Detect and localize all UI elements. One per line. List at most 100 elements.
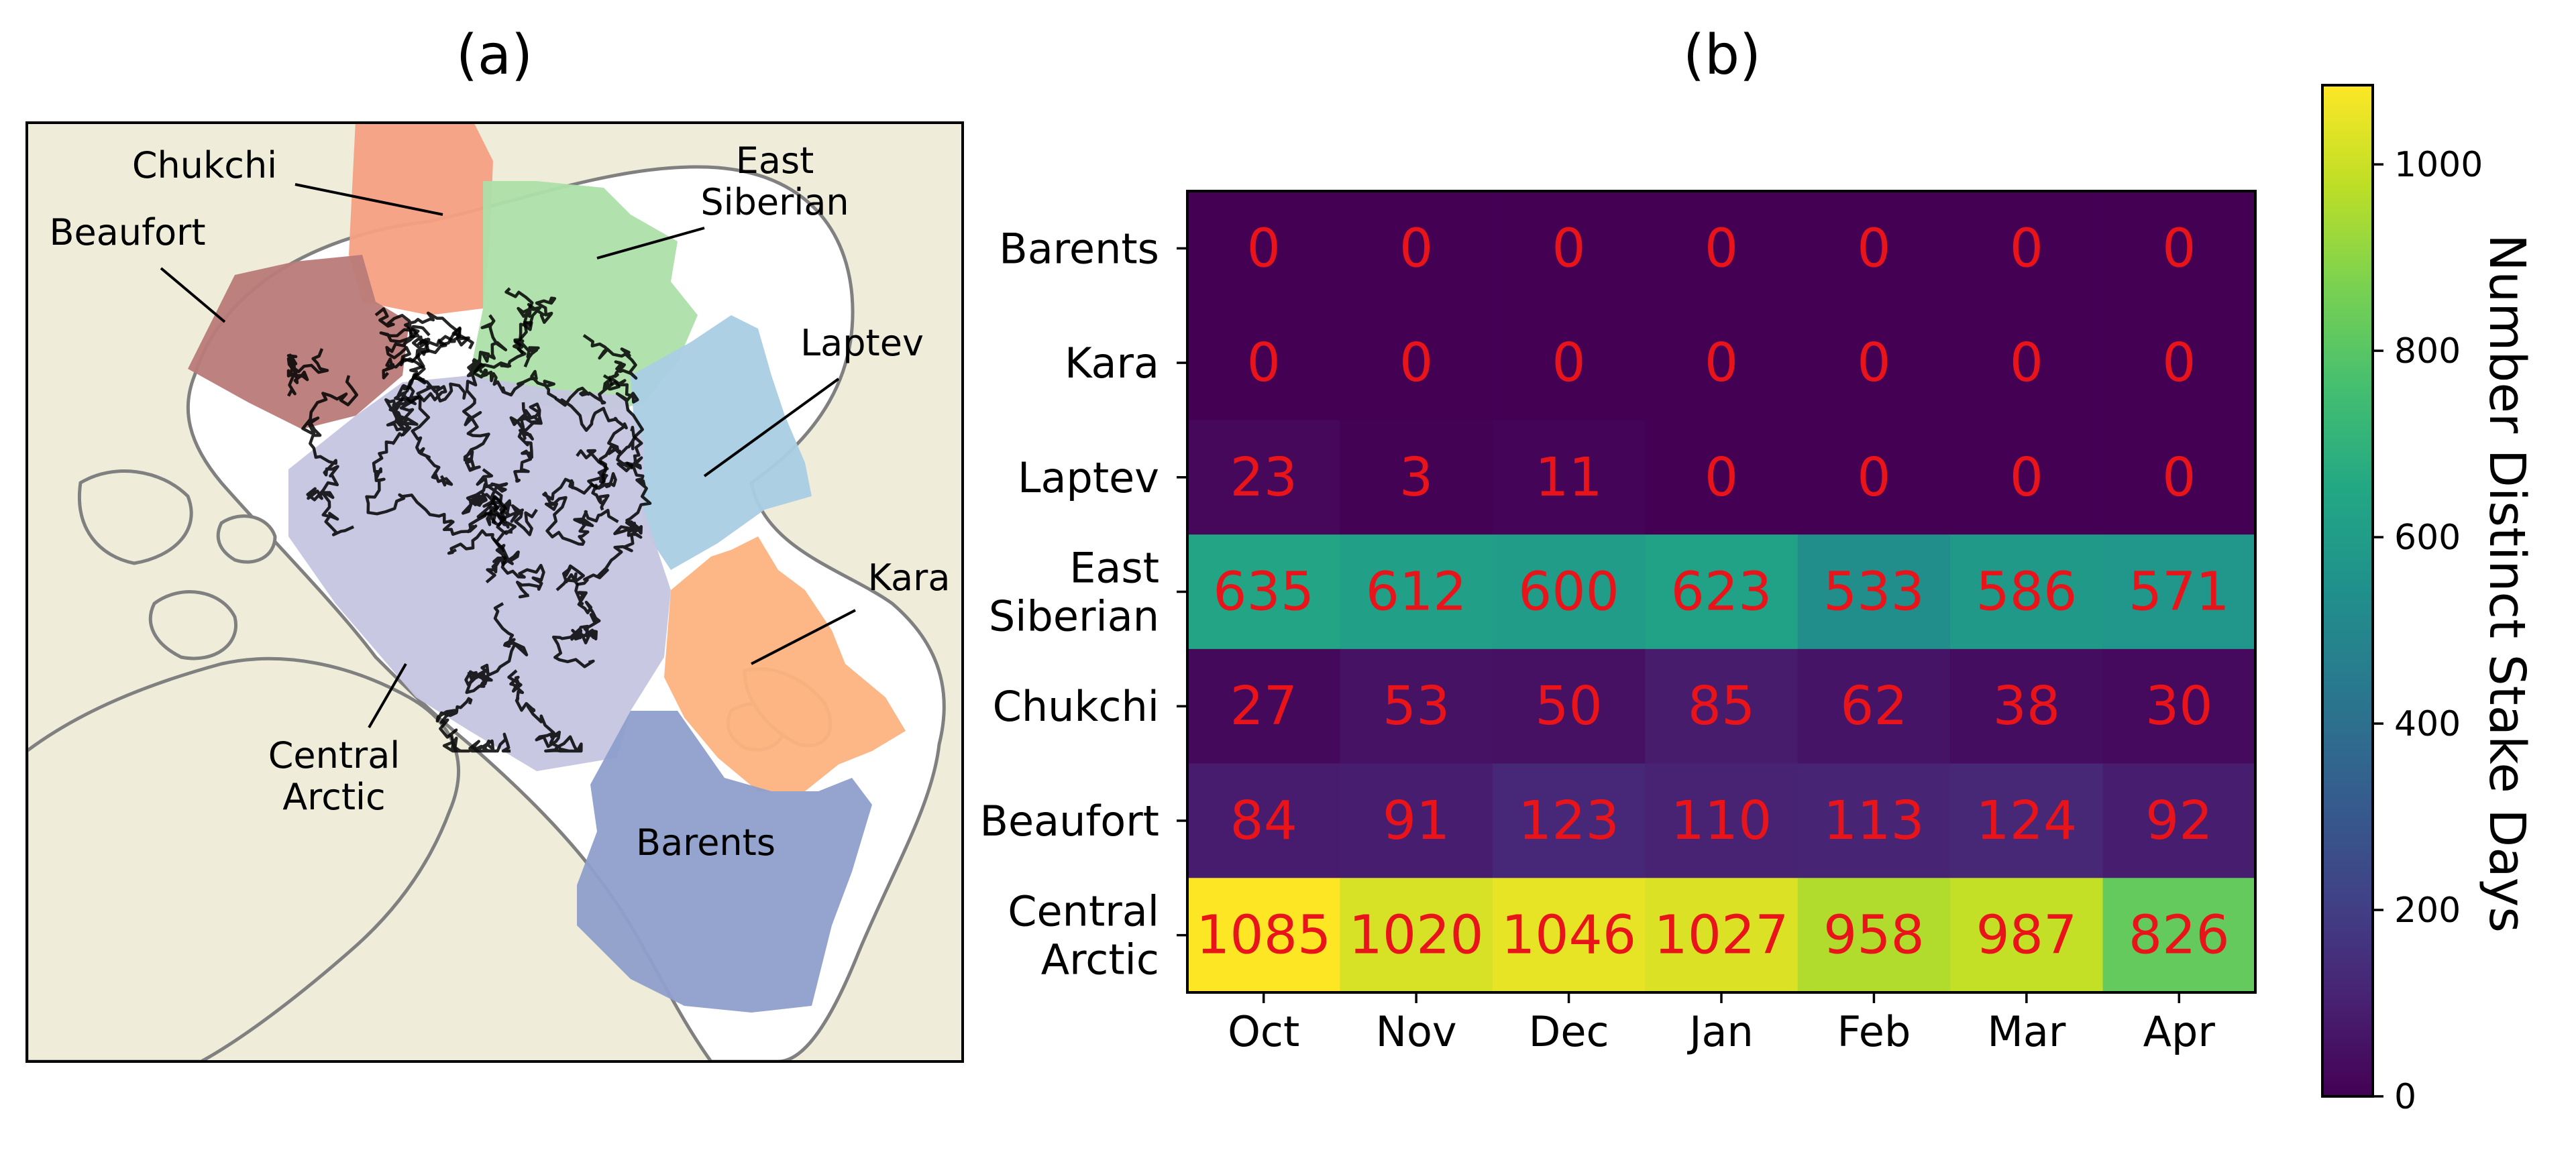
heatmap-value: 586 [1976,561,2077,623]
colorbar-tick-label: 800 [2394,331,2461,371]
leader-beaufort [160,267,226,323]
heatmap-cell [1340,648,1493,764]
heatmap-value: 11 [1535,447,1603,508]
heatmap-cell [1340,420,1493,535]
y-tick-label: Chukchi [993,682,1159,731]
heatmap-cell [1340,878,1493,993]
heatmap-value: 84 [1230,790,1297,852]
heatmap-value: 0 [2162,332,2196,394]
heatmap-value: 0 [2010,447,2043,508]
region-label-laptev: Laptev [800,322,924,364]
drift-tracks [286,287,652,753]
x-tick-label: Mar [1987,1007,2065,1056]
heatmap-cell [1340,534,1493,650]
heatmap-cell [1645,305,1799,421]
heatmap-value: 124 [1976,790,2077,852]
heatmap-value: 612 [1366,561,1467,623]
heatmap-value: 533 [1823,561,1925,623]
sea-regions [188,123,906,1013]
canadian-island [78,469,193,565]
region-label-barents: Barents [636,821,775,864]
region-labels: Chukchi East Siberian Beaufort Laptev Kara Cen… [49,139,950,864]
heatmap-value: 62 [1840,675,1908,737]
canadian-island [148,590,237,660]
heatmap-cell [2102,648,2256,764]
heatmap-cell [1645,648,1799,764]
region-label-chukchi: Chukchi [132,144,277,186]
heatmap-value: 23 [1230,447,1297,508]
drift-track [435,697,511,753]
drift-track [374,307,470,380]
heatmap-cells [1187,191,2256,993]
x-tick-label: Nov [1376,1007,1457,1056]
heatmap-cell [1187,420,1341,535]
heatmap-cell [1492,534,1646,650]
drift-track [286,348,329,397]
heatmap-cell [1950,191,2104,306]
heatmap-cell [2102,420,2256,535]
heatmap-cell [1645,878,1799,993]
drift-track [462,314,508,472]
x-tick-label: Oct [1228,1007,1299,1056]
heatmap-cell [1492,878,1646,993]
x-tick-label: Feb [1837,1007,1911,1056]
heatmap-value: 0 [1399,332,1433,394]
heatmap-cell [1645,191,1799,306]
heatmap-cell [2102,763,2256,878]
heatmap-value: 1027 [1654,905,1788,966]
colorbar-frame [2321,84,2374,1098]
heatmap-value: 0 [2010,332,2043,394]
heatmap-value: 635 [1213,561,1314,623]
x-tick-label: Apr [2143,1007,2216,1056]
heatmap-value: 85 [1688,675,1756,737]
heatmap-cell [2102,534,2256,650]
region-chukchi [349,123,493,315]
heatmap-cell [1950,420,2104,535]
drift-track [512,296,557,367]
region-beaufort [188,255,409,429]
heatmap-cell [1340,305,1493,421]
heatmap-value: 0 [2162,217,2196,279]
drift-track [582,334,644,473]
drift-track [507,669,583,753]
heatmap-value: 38 [1993,675,2061,737]
heatmap-value: 1085 [1196,905,1331,966]
heatmap-cell [1187,191,1341,306]
leader-laptev [703,378,840,477]
heatmap-value: 50 [1535,675,1603,737]
heatmap-value: 0 [1552,217,1585,279]
heatmap-value: 0 [1705,447,1738,508]
heatmap-cell [1492,763,1646,878]
drift-track [301,375,359,536]
drift-track [447,529,545,599]
heatmap-cell [1797,191,1951,306]
panel-b-title: (b) [1683,23,1761,87]
leader-chukchi [294,183,443,216]
heatmap-cell [1187,763,1341,878]
heatmap-cell [1492,420,1646,535]
colorbar-tick-label: 200 [2394,890,2461,931]
region-barents [577,711,872,1013]
y-tick-label: Barents [999,224,1159,273]
region-kara [664,536,906,791]
heatmap-value: 0 [1857,217,1890,279]
heatmap-value: 987 [1976,905,2077,966]
y-tick-label: Beaufort [979,797,1159,846]
region-laptev [631,315,812,570]
heatmap-cell [2102,191,2256,306]
heatmap-cell [1797,763,1951,878]
leader-central-arctic [368,663,407,729]
x-axis: Oct Nov Dec Jan Feb Mar Apr [1228,992,2215,1056]
heatmap-value: 0 [1247,217,1281,279]
heatmap-value: 826 [2129,905,2230,966]
drift-track [384,373,420,437]
heatmap-value: 0 [2162,447,2196,508]
heatmap-value: 123 [1518,790,1619,852]
colorbar-tick-label: 600 [2394,518,2461,558]
colorbar-tick-label: 400 [2394,704,2461,744]
region-label-east-siberian: East Siberian [700,139,849,223]
heatmap-value: 113 [1823,790,1925,852]
